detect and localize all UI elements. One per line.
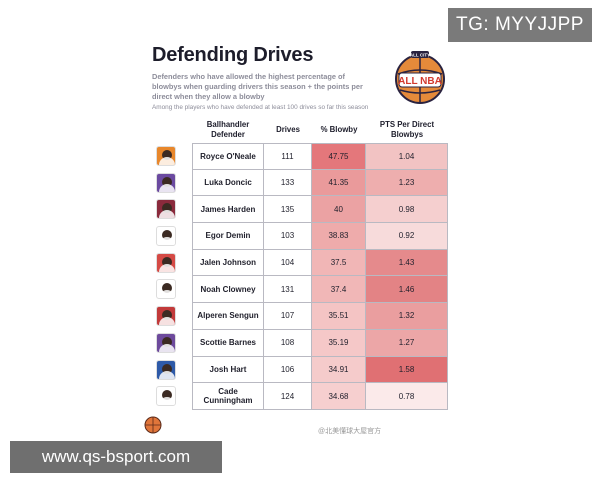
blowby-value: 40 [312,196,366,224]
pts-value: 0.98 [366,196,448,224]
player-avatar [156,252,176,273]
column-header-blowby: % Blowby [320,125,358,134]
player-name: Alperen Sengun [192,303,264,330]
site-watermark: www.qs-bsport.com [10,441,222,473]
column-header-pts: PTS Per Direct Blowbys [379,120,435,139]
table-row: Royce O'Neale 111 47.75 1.04 [156,143,452,170]
blowby-value: 41.35 [312,169,366,197]
drives-value: 133 [264,169,312,197]
player-name: Jalen Johnson [192,249,264,277]
blowby-value: 37.5 [312,249,366,277]
drives-value: 111 [264,143,312,170]
pts-value: 1.27 [366,329,448,357]
all-nba-basketball-logo-icon: ALL NBA ALL CITY [395,51,445,104]
player-avatar [156,386,176,407]
player-name: Scottie Barnes [192,329,264,357]
weibo-credit: @北美懂球大屋官方 [318,428,382,435]
table-row: Egor Demin 103 38.83 0.92 [156,223,452,250]
description-main: Defenders who have allowed the highest p… [152,72,363,101]
blowby-value: 35.19 [312,329,366,357]
blowby-value: 38.83 [312,223,366,250]
table-row: Cade Cunningham 124 34.68 0.78 [156,383,452,410]
column-header-defender: Ballhandler Defender [206,120,250,139]
table-row: Noah Clowney 131 37.4 1.46 [156,276,452,304]
blowby-value: 35.51 [312,303,366,330]
player-name: Noah Clowney [192,276,264,304]
defending-drives-infographic: Defending Drives Defenders who have allo… [144,40,464,440]
logo-subtext: ALL CITY [410,53,430,58]
drives-value: 135 [264,196,312,224]
stats-table: Royce O'Neale 111 47.75 1.04 Luka Doncic… [156,143,452,410]
pts-value: 1.58 [366,356,448,384]
player-avatar [156,199,176,220]
basketball-footer-icon [144,416,162,434]
drives-value: 124 [264,383,312,410]
player-name: Luka Doncic [192,169,264,197]
table-row: Jalen Johnson 104 37.5 1.43 [156,249,452,277]
pts-value: 0.78 [366,383,448,410]
player-name: Cade Cunningham [192,383,264,410]
table-row: Josh Hart 106 34.91 1.58 [156,356,452,384]
pts-value: 1.04 [366,143,448,170]
player-avatar [156,306,176,327]
table-row: James Harden 135 40 0.98 [156,196,452,224]
player-name: Josh Hart [192,356,264,384]
blowby-value: 34.68 [312,383,366,410]
table-row: Alperen Sengun 107 35.51 1.32 [156,303,452,330]
pts-value: 1.23 [366,169,448,197]
pts-value: 1.46 [366,276,448,304]
pts-value: 1.32 [366,303,448,330]
player-avatar [156,279,176,300]
table-row: Luka Doncic 133 41.35 1.23 [156,169,452,197]
drives-value: 103 [264,223,312,250]
player-name: James Harden [192,196,264,224]
page-title: Defending Drives [152,44,314,66]
player-name: Egor Demin [192,223,264,250]
description-sub: Among the players who have defended at l… [152,104,369,111]
description: Defenders who have allowed the highest p… [152,72,372,112]
blowby-value: 37.4 [312,276,366,304]
telegram-watermark: TG: MYYJJPP [448,8,592,42]
drives-value: 106 [264,356,312,384]
blowby-value: 34.91 [312,356,366,384]
player-avatar [156,172,176,193]
table-row: Scottie Barnes 108 35.19 1.27 [156,329,452,357]
drives-value: 131 [264,276,312,304]
player-avatar [156,359,176,380]
drives-value: 108 [264,329,312,357]
player-avatar [156,146,176,166]
player-avatar [156,226,176,247]
drives-value: 104 [264,249,312,277]
column-header-drives: Drives [276,125,300,134]
logo-text: ALL NBA [398,76,442,87]
blowby-value: 47.75 [312,143,366,170]
player-name: Royce O'Neale [192,143,264,170]
drives-value: 107 [264,303,312,330]
player-avatar [156,332,176,353]
pts-value: 0.92 [366,223,448,250]
pts-value: 1.43 [366,249,448,277]
